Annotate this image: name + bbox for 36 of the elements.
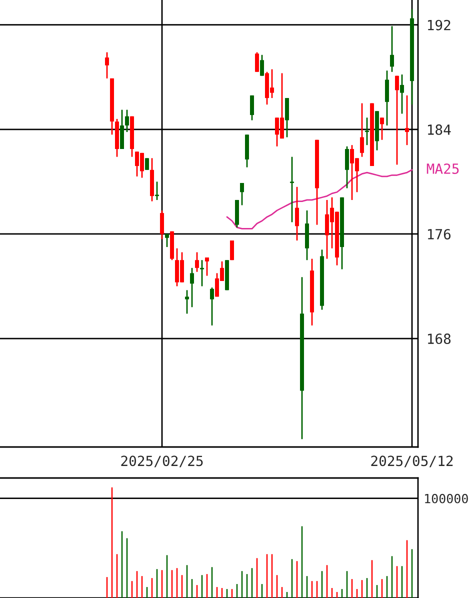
candlestick [290, 156, 294, 223]
candlestick [255, 52, 259, 73]
candlestick [190, 267, 194, 308]
y-tick-label: 168 [428, 334, 451, 344]
candlestick [185, 289, 189, 314]
candlestick [210, 286, 214, 326]
candlestick [395, 75, 399, 166]
candlestick [260, 54, 264, 76]
x-tick-label: 2025/02/25 [121, 456, 203, 468]
candlestick [105, 52, 109, 80]
y-tick-label: 176 [428, 228, 451, 240]
candlestick [250, 94, 254, 121]
line-series [226, 169, 413, 230]
candlestick [405, 94, 409, 146]
candlestick [380, 116, 384, 141]
x-tick-label: 2025/05/12 [371, 456, 453, 468]
y-tick-label: 184 [428, 124, 451, 135]
candlestick [345, 146, 349, 189]
y-tick-label: 100000 [425, 494, 468, 504]
candlestick [165, 233, 169, 248]
candlestick [160, 210, 164, 240]
candlestick [240, 182, 244, 206]
y-tick-label: 192 [428, 20, 450, 30]
candlestick [385, 70, 389, 126]
candlestick [360, 102, 364, 158]
candlestick [400, 74, 404, 114]
series-label: MA25 [426, 163, 459, 174]
candlestick [365, 116, 369, 146]
candlestick [120, 109, 124, 150]
candlestick [295, 186, 299, 242]
candlestick [390, 25, 394, 73]
candlestick [195, 252, 199, 273]
candlestick [155, 180, 159, 201]
candlestick [205, 256, 209, 276]
candlestick [285, 97, 289, 138]
candlestick [125, 109, 129, 133]
